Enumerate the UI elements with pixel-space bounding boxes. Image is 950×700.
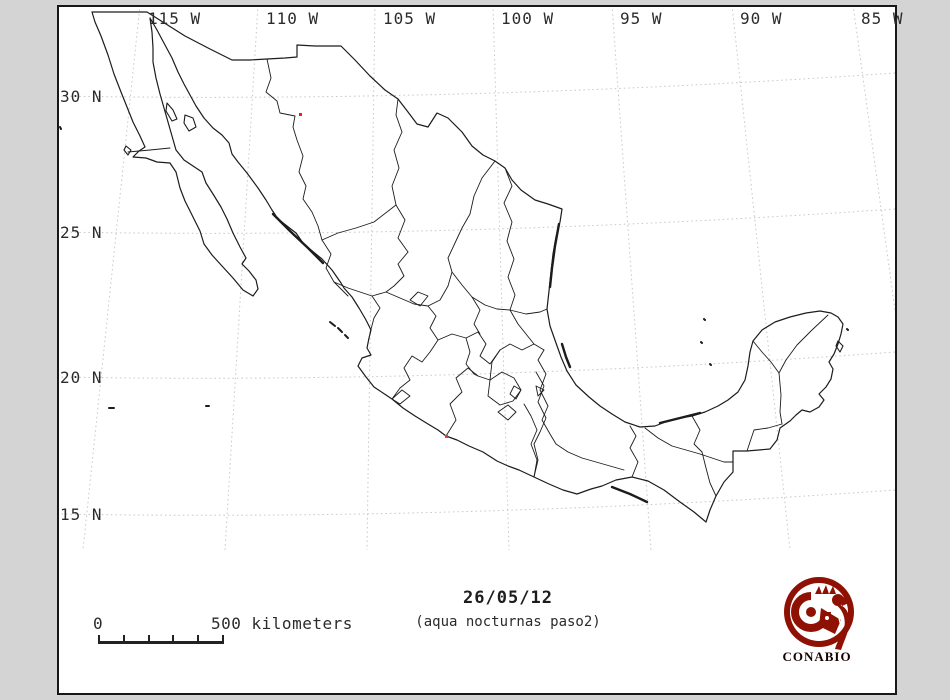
islands bbox=[59, 102, 849, 409]
scale-bar-tick bbox=[122, 635, 125, 644]
meridian-label: 85 W bbox=[861, 9, 904, 28]
map-subtitle: (aqua nocturnas paso2) bbox=[415, 614, 601, 630]
scale-bar-tick bbox=[147, 635, 150, 644]
meridian-label: 95 W bbox=[620, 9, 663, 28]
meridian-line bbox=[366, 7, 376, 551]
map-frame bbox=[57, 5, 897, 695]
coastal-lagoons bbox=[271, 212, 702, 504]
meridian-label: 100 W bbox=[501, 9, 555, 28]
parallel-label: 20 N bbox=[60, 368, 103, 387]
graticule-grid bbox=[59, 7, 895, 551]
state-boundaries bbox=[127, 58, 829, 497]
meridian-label: 90 W bbox=[740, 9, 783, 28]
meridian-line bbox=[731, 7, 791, 551]
meridian-line bbox=[82, 7, 141, 551]
scale-bar-line bbox=[99, 641, 223, 644]
parallel-label: 30 N bbox=[60, 87, 103, 106]
parallel-line bbox=[59, 208, 895, 234]
meridian-label: 105 W bbox=[383, 9, 437, 28]
conabio-logo-caption: CONABIO bbox=[782, 649, 852, 664]
scale-bar-tick bbox=[222, 635, 224, 644]
scale-bar bbox=[98, 635, 224, 644]
meridian-line bbox=[611, 7, 652, 551]
parallel-label: 25 N bbox=[60, 223, 103, 242]
meridian-label: 110 W bbox=[266, 9, 320, 28]
scalebar-distance-label: 500 kilometers bbox=[211, 614, 353, 633]
parallel-label: 15 N bbox=[60, 505, 103, 524]
meridian-line bbox=[224, 7, 259, 551]
scalebar-zero-label: 0 bbox=[93, 614, 104, 633]
mexico-coastline bbox=[91, 11, 844, 523]
conabio-logo-icon bbox=[784, 577, 854, 650]
meridian-line bbox=[492, 7, 510, 551]
meridian-label: 115 W bbox=[148, 9, 202, 28]
fire-hotspot-marker bbox=[299, 113, 302, 116]
parallel-line bbox=[59, 72, 895, 98]
parallel-line bbox=[59, 489, 895, 516]
scale-bar-tick bbox=[98, 635, 100, 644]
meridian-line bbox=[852, 7, 895, 314]
fire-hotspot-marker bbox=[445, 435, 448, 438]
map-date: 26/05/12 bbox=[463, 588, 553, 608]
scale-bar-tick bbox=[172, 635, 175, 644]
scale-bar-tick bbox=[197, 635, 200, 644]
